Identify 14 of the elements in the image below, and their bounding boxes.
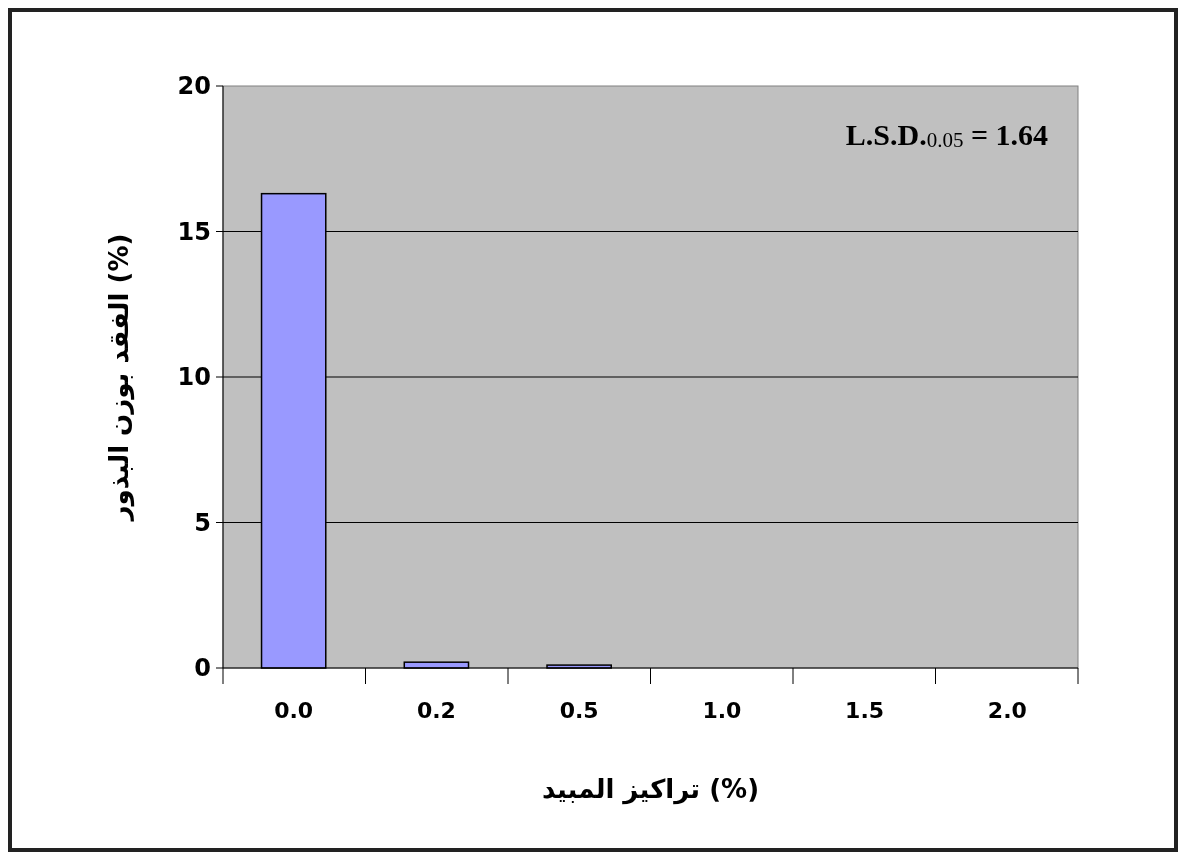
x-tick-label: 1.5 <box>845 698 885 723</box>
y-tick-label: 10 <box>177 363 211 392</box>
x-tick-label: 0.5 <box>559 698 599 723</box>
y-tick-label: 0 <box>194 654 211 683</box>
x-tick-label: 0.0 <box>274 698 314 723</box>
y-tick-label: 5 <box>194 508 211 537</box>
x-tick-label: 1.0 <box>702 698 742 723</box>
y-tick-label: 15 <box>177 217 211 246</box>
x-tick-label: 0.2 <box>416 698 456 723</box>
y-tick-label: 20 <box>177 72 211 101</box>
y-axis-title: الفقد بوزن البذور (%) <box>104 233 135 523</box>
x-tick-label: 2.0 <box>987 698 1027 723</box>
annotation: L.S.D.$_{0.05}$ = 1.64 <box>845 118 1048 153</box>
x-axis-title: تراكيز المبيد (%) <box>541 774 760 805</box>
